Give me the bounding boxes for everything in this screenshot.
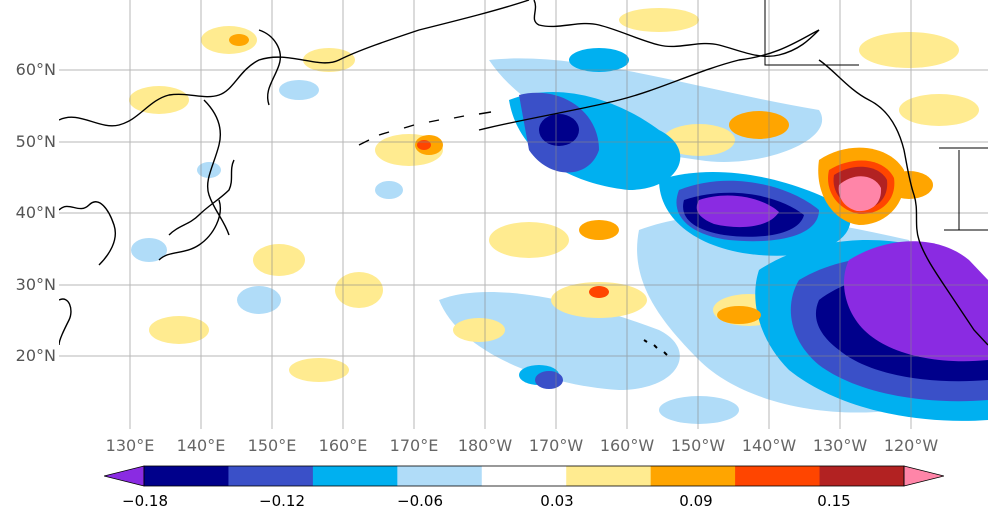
lat-label-30n: 30°N <box>15 275 56 294</box>
anomaly-map <box>59 0 988 429</box>
lat-label-50n: 50°N <box>15 132 56 151</box>
lat-label-60n: 60°N <box>15 60 56 79</box>
colorbar-segment <box>650 466 736 486</box>
lat-label-40n: 40°N <box>15 203 56 222</box>
graticule <box>59 0 988 429</box>
colorbar-label-015: 0.15 <box>817 492 851 510</box>
colorbar-extend-low <box>104 465 145 487</box>
purple-anomalies <box>696 195 988 362</box>
lon-label-160e: 160°E <box>318 436 368 455</box>
lon-label-120w: 120°W <box>883 436 939 455</box>
colorbar-label-neg018: −0.18 <box>122 492 168 510</box>
colorbar-segment <box>819 466 905 486</box>
lon-label-170e: 170°E <box>389 436 439 455</box>
coastlines <box>59 0 988 356</box>
colorbar-segment <box>228 466 314 486</box>
lon-label-150e: 150°E <box>247 436 297 455</box>
lon-label-140e: 140°E <box>176 436 226 455</box>
pink-anomalies <box>838 176 882 212</box>
lon-label-150w: 150°W <box>670 436 726 455</box>
colorbar-label-003: 0.03 <box>540 492 574 510</box>
colorbar-extend-high <box>903 465 944 487</box>
map-canvas <box>59 0 988 429</box>
colorbar-outline <box>143 465 905 487</box>
colorbar-segment <box>312 466 398 486</box>
colorbar-segment <box>481 466 567 486</box>
lon-label-140w: 140°W <box>741 436 797 455</box>
lon-label-160w: 160°W <box>599 436 655 455</box>
lon-label-170w: 170°W <box>528 436 584 455</box>
colorbar-segment <box>735 466 821 486</box>
colorbar-segment <box>566 466 652 486</box>
lat-label-20n: 20°N <box>15 346 56 365</box>
colorbar-label-009: 0.09 <box>679 492 713 510</box>
colorbar-segment <box>397 466 483 486</box>
lon-label-180w: 180°W <box>457 436 513 455</box>
colorbar-label-neg012: −0.12 <box>259 492 305 510</box>
lon-label-130e: 130°E <box>105 436 155 455</box>
lon-label-130w: 130°W <box>812 436 868 455</box>
colorbar-segment <box>144 466 229 486</box>
colorbar-label-neg006: −0.06 <box>397 492 443 510</box>
colorbar <box>104 465 944 487</box>
